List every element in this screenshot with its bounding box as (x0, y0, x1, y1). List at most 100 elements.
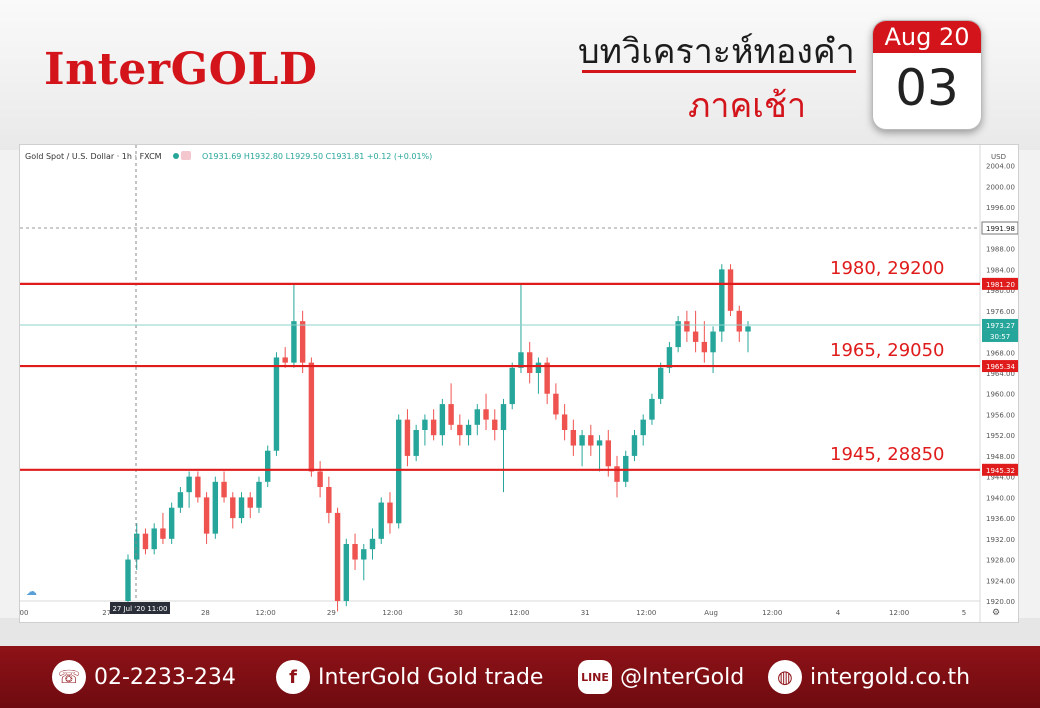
y-tick-label: 1920.00 (986, 598, 1015, 606)
candle-body (343, 544, 350, 601)
level-label: 1965, 29050 (830, 340, 945, 361)
candle-body (588, 435, 594, 446)
footer-line[interactable]: LINE @InterGold (578, 646, 744, 708)
candle-body (640, 419, 646, 436)
calendar-icon: Aug 20 03 (872, 20, 982, 130)
y-tick-label: 2004.00 (986, 163, 1015, 171)
candle-body (492, 419, 498, 430)
candle-body (326, 487, 332, 513)
phone-icon: ☏ (52, 660, 86, 694)
candle-body (282, 357, 288, 363)
candle-body (238, 497, 245, 519)
candle-body (439, 404, 446, 436)
candle-body (526, 352, 533, 373)
page-title: บทวิเคราะห์ทองคำ (578, 32, 855, 72)
footer-website[interactable]: ◍ intergold.co.th (768, 646, 970, 708)
x-tick-label: 12:00 (255, 609, 275, 617)
candle-body (570, 430, 577, 446)
level-price-label: 1965.34 (986, 363, 1015, 371)
x-tick-label: 28 (201, 609, 210, 617)
countdown-label: 30:57 (990, 333, 1010, 341)
candle-body (299, 321, 306, 363)
candle-body (701, 341, 708, 353)
candle-body (605, 440, 611, 467)
calendar-day: 03 (895, 59, 959, 117)
candle-body (256, 481, 262, 508)
candle-body (317, 471, 323, 487)
chart-symbol: Gold Spot / U.S. Dollar · 1h · FXCM (25, 152, 162, 161)
phone-number: 02-2233-234 (94, 664, 236, 690)
footer-bar: ☏ 02-2233-234 f InterGold Gold trade LIN… (0, 646, 1040, 708)
candle-body (369, 538, 376, 550)
level-price-box (982, 360, 1018, 373)
level-price-label: 1945.32 (986, 467, 1015, 475)
candle-body (553, 393, 559, 415)
facebook-name: InterGold Gold trade (318, 664, 544, 690)
cloud-icon: ☁ (26, 585, 37, 598)
y-tick-label: 1936.00 (986, 515, 1015, 523)
y-tick-label: 1984.00 (986, 266, 1015, 274)
chart-panel: Gold Spot / U.S. Dollar · 1h · FXCM O1931… (19, 144, 1019, 623)
background-world-map (0, 0, 1040, 150)
candle-body (125, 559, 131, 601)
level-price-label: 1981.20 (986, 281, 1015, 289)
y-tick-label: 1940.00 (986, 494, 1015, 502)
footer-facebook[interactable]: f InterGold Gold trade (276, 646, 543, 708)
candle-body (422, 419, 428, 430)
candle-body (247, 497, 253, 508)
candle-body (579, 435, 585, 446)
x-tick-label: 4 (836, 609, 841, 617)
candle-body (334, 512, 341, 601)
y-tick-label: 1980.00 (986, 287, 1015, 295)
candle-body (649, 398, 655, 420)
x-tick-label: 12:00 (382, 609, 402, 617)
candle-body (430, 419, 437, 436)
crosshair-time-box (110, 602, 170, 614)
price-mark-box (981, 221, 1018, 235)
candle-body (561, 414, 568, 430)
candle-body (265, 450, 271, 482)
candle-body (657, 367, 664, 399)
candle-body (727, 269, 734, 311)
y-tick-label: 1976.00 (986, 308, 1015, 316)
x-tick-label: 5 (962, 609, 966, 617)
crosshair-time-label: 27 Jul '20 11:00 (112, 605, 167, 613)
candle-body (195, 476, 201, 498)
candle-body (291, 321, 297, 363)
candle-body (544, 362, 550, 394)
title-underline (582, 70, 856, 73)
x-tick-label: 27 (102, 609, 111, 617)
candle-body (745, 326, 751, 332)
candle-body (684, 321, 690, 332)
y-tick-label: 1960.00 (986, 391, 1015, 399)
candle-body (212, 481, 219, 534)
candle-body (483, 409, 489, 420)
candle-body (535, 362, 542, 373)
candle-body (142, 533, 149, 550)
y-tick-label: 1952.00 (986, 432, 1015, 440)
y-tick-label: 2000.00 (986, 183, 1015, 191)
candle-body (474, 409, 481, 425)
calendar-month: Aug 20 (873, 21, 981, 53)
x-tick-label: 12:00 (509, 609, 529, 617)
candle-body (395, 419, 402, 524)
candle-body (230, 497, 236, 519)
candle-body (596, 440, 603, 446)
y-tick-label: 1968.00 (986, 349, 1015, 357)
x-tick-label: 12:00 (889, 609, 909, 617)
candle-body (361, 549, 367, 560)
x-tick-label: 12:00 (636, 609, 656, 617)
candlestick-chart: Gold Spot / U.S. Dollar · 1h · FXCM O1931… (20, 145, 1018, 622)
candle-body (736, 310, 742, 332)
facebook-icon: f (276, 660, 310, 694)
y-tick-label: 1956.00 (986, 411, 1015, 419)
x-tick-label: 31 (581, 609, 590, 617)
candle-body (273, 357, 280, 451)
y-tick-label: 1924.00 (986, 577, 1015, 585)
candle-body (465, 424, 472, 436)
candle-body (151, 528, 157, 550)
x-tick-label: 29 (327, 609, 336, 617)
website-url: intergold.co.th (810, 664, 971, 690)
candle-body (710, 331, 716, 353)
footer-phone[interactable]: ☏ 02-2233-234 (52, 646, 236, 708)
